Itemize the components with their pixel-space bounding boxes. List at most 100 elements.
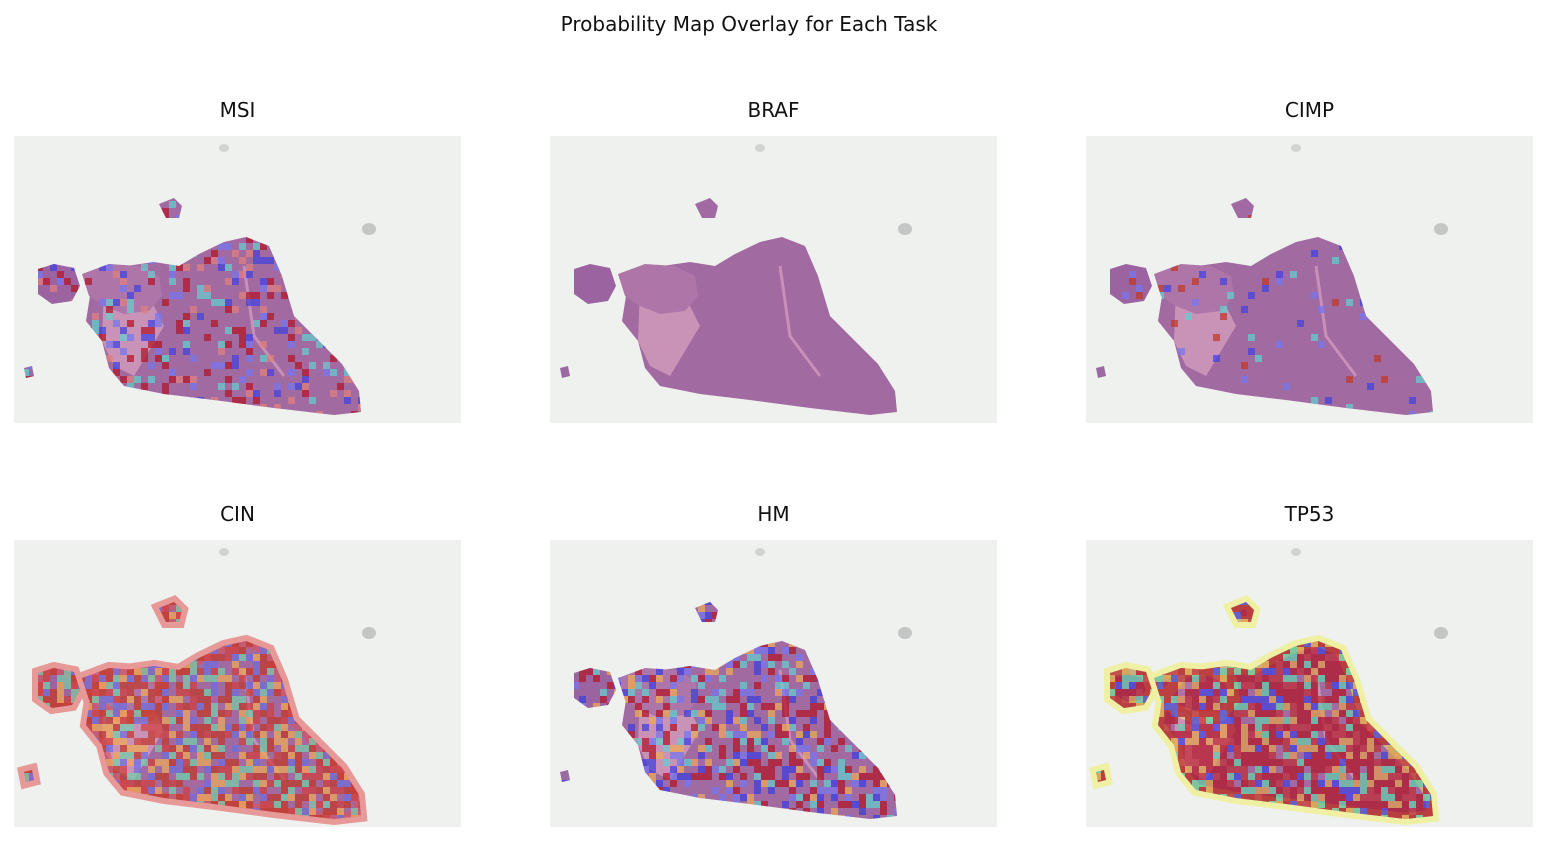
overlay-cell <box>295 327 302 334</box>
overlay-cell <box>225 710 232 717</box>
overlay-cell <box>1304 675 1311 682</box>
overlay-cell <box>246 348 253 355</box>
overlay-cell <box>768 640 775 647</box>
overlay-cell <box>169 717 176 724</box>
overlay-cell <box>894 808 897 815</box>
overlay-cell <box>1269 766 1276 773</box>
overlay-cell <box>1227 759 1234 766</box>
overlay-cell <box>134 682 141 689</box>
overlay-cell <box>204 654 211 661</box>
overlay-cell <box>113 675 120 682</box>
overlay-cell <box>1318 654 1325 661</box>
overlay-cell <box>1234 605 1241 612</box>
overlay-cell <box>169 766 176 773</box>
overlay-cell <box>1206 668 1213 675</box>
overlay-cell <box>190 766 197 773</box>
overlay-cell <box>267 668 274 675</box>
overlay-cell <box>225 731 232 738</box>
overlay-cell <box>239 731 246 738</box>
overlay-cell <box>1248 696 1255 703</box>
overlay-cell <box>295 745 302 752</box>
overlay-cell <box>246 766 253 773</box>
overlay-cell <box>1395 801 1402 808</box>
overlay-cell <box>1318 306 1325 313</box>
overlay-cell <box>260 661 267 668</box>
overlay-cell <box>211 661 218 668</box>
overlay-cell <box>267 710 274 717</box>
overlay-cell <box>824 731 831 738</box>
overlay-cell <box>796 731 803 738</box>
overlay-cell <box>36 278 43 285</box>
overlay-cell <box>1360 787 1367 794</box>
overlay-cell <box>155 689 162 696</box>
overlay-cell <box>1325 759 1332 766</box>
overlay-cell <box>1297 689 1304 696</box>
overlay-cell <box>134 696 141 703</box>
overlay-cell <box>1283 661 1290 668</box>
overlay-cell <box>656 689 663 696</box>
overlay-cell <box>1346 801 1353 808</box>
overlay-cell <box>1206 731 1213 738</box>
overlay-cell <box>1409 766 1416 773</box>
overlay-cell <box>57 675 64 682</box>
panel-image <box>548 538 999 829</box>
overlay-cell <box>733 731 740 738</box>
overlay-cell <box>204 787 211 794</box>
overlay-cell <box>1241 731 1248 738</box>
overlay-cell <box>183 668 190 675</box>
overlay-cell <box>1241 794 1248 801</box>
overlay-cell <box>113 341 120 348</box>
overlay-cell <box>71 689 78 696</box>
overlay-cell <box>733 717 740 724</box>
overlay-cell <box>1136 696 1143 703</box>
overlay-cell <box>1136 682 1143 689</box>
overlay-cell <box>1409 780 1416 787</box>
overlay-cell <box>1290 731 1297 738</box>
overlay-cell <box>232 397 239 404</box>
overlay-cell <box>1171 668 1178 675</box>
overlay-cell <box>1297 787 1304 794</box>
overlay-cell <box>817 787 824 794</box>
overlay-cell <box>85 710 92 717</box>
overlay-cell <box>288 752 295 759</box>
overlay-cell <box>1115 696 1122 703</box>
overlay-cell <box>782 738 789 745</box>
overlay-cell <box>29 773 36 780</box>
overlay-cell <box>1213 752 1220 759</box>
overlay-cell <box>239 334 246 341</box>
overlay-cell <box>204 703 211 710</box>
overlay-cell <box>274 780 281 787</box>
overlay-cell <box>267 745 274 752</box>
overlay-cell <box>127 717 134 724</box>
overlay-cell <box>1262 738 1269 745</box>
overlay-cell <box>309 362 316 369</box>
overlay-cell <box>824 717 831 724</box>
overlay-cell <box>183 710 190 717</box>
overlay-cell <box>796 766 803 773</box>
overlay-cell <box>824 710 831 717</box>
overlay-cell <box>1318 724 1325 731</box>
overlay-cell <box>684 759 691 766</box>
overlay-cell <box>1192 724 1199 731</box>
overlay-cell <box>57 682 64 689</box>
overlay-cell <box>1332 654 1339 661</box>
overlay-cell <box>134 376 141 383</box>
overlay-cell <box>803 745 810 752</box>
overlay-cell <box>663 703 670 710</box>
overlay-cell <box>782 724 789 731</box>
overlay-cell <box>747 696 754 703</box>
overlay-cell <box>1346 675 1353 682</box>
overlay-cell <box>267 759 274 766</box>
overlay-cell <box>1206 689 1213 696</box>
overlay-cell <box>260 794 267 801</box>
overlay-cell <box>239 773 246 780</box>
overlay-cell <box>246 236 253 243</box>
overlay-cell <box>211 682 218 689</box>
overlay-cell <box>1395 759 1402 766</box>
overlay-cell <box>1304 647 1311 654</box>
overlay-cell <box>1290 766 1297 773</box>
overlay-cell <box>204 780 211 787</box>
overlay-cell <box>127 675 134 682</box>
overlay-cell <box>197 313 204 320</box>
overlay-cell <box>267 717 274 724</box>
